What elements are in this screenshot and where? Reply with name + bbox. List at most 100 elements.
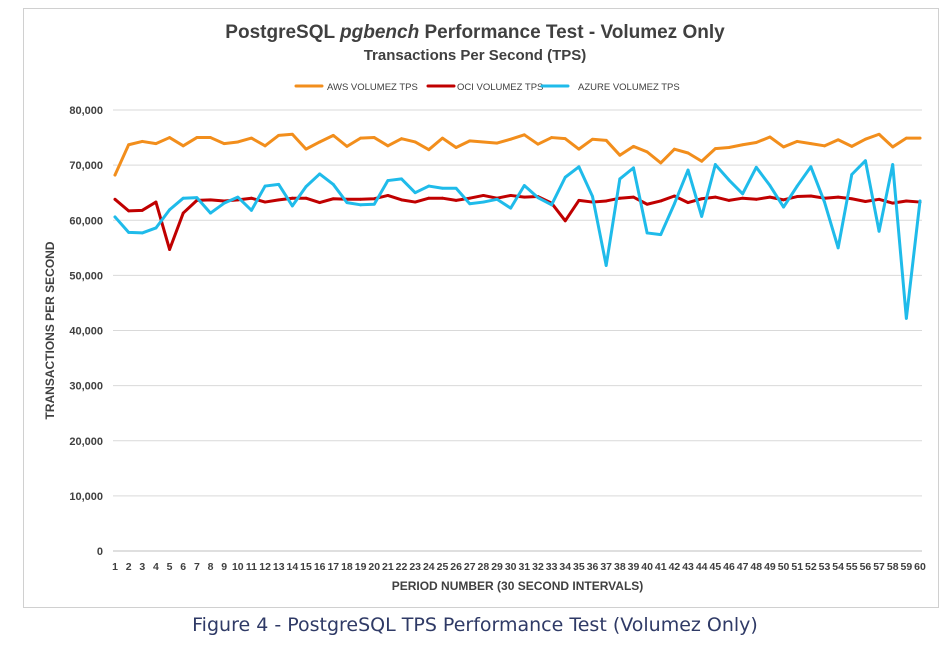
data-point [577,147,581,151]
data-point [550,203,554,207]
x-tick-label: 26 [450,561,462,573]
data-point [782,145,785,149]
x-tick-label: 58 [887,561,899,573]
y-tick-label: 40,000 [69,326,103,338]
data-point [645,150,649,154]
chart-title-italic: pgbench [340,22,420,43]
data-point [413,191,417,195]
data-point [809,165,813,169]
data-point [359,203,362,207]
x-tick-label: 19 [355,561,367,573]
x-tick-label: 44 [696,561,708,573]
data-point [768,195,772,199]
data-point [209,211,212,215]
y-tick-label: 60,000 [69,215,103,227]
data-point [359,136,362,140]
data-point [891,163,895,166]
data-point [386,144,390,148]
x-tick-label: 43 [682,561,694,573]
data-point [236,140,240,144]
data-point [359,197,362,201]
data-point [563,175,567,179]
x-tick-label: 22 [396,561,408,573]
legend-label: AZURE VOLUMEZ TPS [578,82,680,93]
data-point [522,184,526,187]
x-tick-label: 34 [559,561,571,573]
data-point [577,165,581,169]
data-point [700,197,704,201]
x-tick-label: 57 [873,561,885,573]
data-point [823,200,826,204]
data-point [713,147,717,150]
x-tick-label: 21 [382,561,394,573]
data-point [113,215,117,219]
data-point [741,143,745,147]
x-tick-label: 60 [914,561,926,573]
data-point [154,142,158,146]
y-tick-label: 70,000 [69,160,103,172]
data-point [345,144,349,148]
data-point [591,195,594,198]
data-point [140,208,144,212]
x-tick-label: 29 [491,561,503,573]
data-point [277,183,281,186]
x-tick-label: 48 [750,561,762,573]
y-axis-title: TRANSACTIONS PER SECOND [43,241,57,419]
x-tick-label: 12 [259,561,271,573]
data-point [400,198,403,202]
data-point [250,196,253,200]
data-point [522,133,526,137]
data-point [481,200,485,204]
data-point [686,201,690,205]
data-point [577,199,581,202]
data-point [877,132,881,136]
data-point [441,136,444,140]
data-point [400,177,403,181]
data-point [632,144,635,148]
x-tick-label: 49 [764,561,776,573]
x-tick-label: 30 [505,561,517,573]
data-point [318,201,322,205]
data-point [113,173,117,177]
data-point [536,196,540,200]
data-point [604,264,608,267]
data-point [127,143,131,147]
x-tick-label: 36 [587,561,599,573]
data-point [713,195,717,199]
data-point [318,140,322,144]
x-tick-label: 38 [614,561,626,573]
data-point [645,231,649,235]
data-point [481,194,485,197]
x-tick-label: 37 [600,561,612,573]
data-point [345,201,349,205]
data-point [700,159,704,163]
chart-title-suffix: Performance Test - Volumez Only [419,22,725,43]
x-tick-label: 33 [546,561,558,573]
x-tick-label: 32 [532,561,544,573]
data-point [427,148,431,152]
x-tick-label: 54 [832,561,844,573]
x-tick-label: 35 [573,561,585,573]
data-point [277,198,281,202]
data-point [140,140,144,143]
data-point [372,197,376,201]
x-tick-label: 59 [901,561,913,573]
data-point [250,208,253,212]
x-tick-label: 25 [437,561,449,573]
data-point [904,316,908,320]
data-point [795,195,799,198]
data-point [509,137,513,141]
data-point [918,199,922,203]
data-point [263,184,267,188]
x-tick-label: 55 [846,561,858,573]
data-point [263,144,267,148]
data-point [427,184,431,188]
data-point [400,137,403,141]
x-tick-label: 31 [518,561,530,573]
data-point [318,172,322,176]
chart-title: PostgreSQL pgbench Performance Test - Vo… [0,22,950,44]
x-axis-title: PERIOD NUMBER (30 SECOND INTERVALS) [392,579,644,593]
data-point [686,151,690,155]
x-tick-label: 52 [805,561,817,573]
data-point [290,204,294,208]
